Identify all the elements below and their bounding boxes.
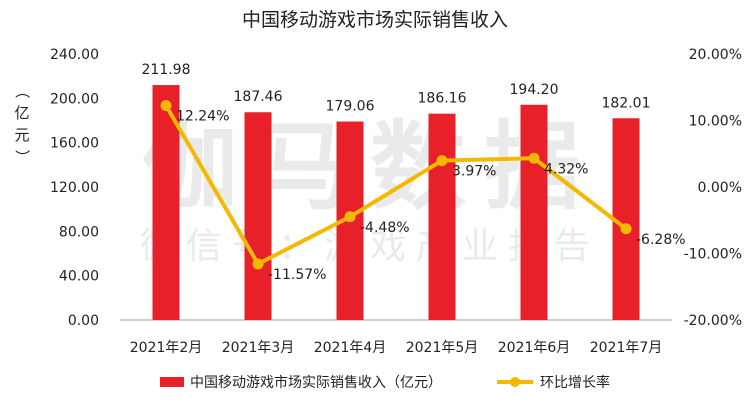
- right-y-axis-ticks: -20.00% -10.00% 0.00% 10.00% 20.00%: [684, 47, 742, 329]
- bar-value-label: 179.06: [326, 99, 375, 115]
- right-y-tick-label: 20.00%: [689, 47, 742, 63]
- growth-rate-point: [436, 155, 448, 167]
- x-tick-label: 2021年6月: [498, 340, 571, 356]
- x-tick-label: 2021年2月: [130, 340, 203, 356]
- growth-rate-line: [164, 104, 628, 266]
- growth-rate-point: [620, 223, 632, 235]
- legend-line-label: 环比增长率: [540, 374, 610, 391]
- bar-value-label: 211.98: [142, 62, 191, 78]
- legend-line-marker: [510, 377, 520, 387]
- right-y-tick-label: -20.00%: [684, 313, 742, 329]
- growth-rate-label: -6.28%: [636, 232, 686, 248]
- left-y-tick-label: 40.00: [59, 269, 99, 285]
- bar-value-label: 187.46: [234, 89, 283, 105]
- legend: 中国移动游戏市场实际销售收入（亿元） 环比增长率: [160, 374, 610, 391]
- growth-rate-label: 4.32%: [544, 161, 588, 177]
- left-y-axis-label-char: 元: [14, 126, 29, 144]
- growth-rate-point: [160, 100, 172, 112]
- x-tick-label: 2021年7月: [590, 340, 663, 356]
- bar: [612, 118, 640, 320]
- bar: [520, 104, 548, 321]
- bar-value-label: 186.16: [418, 91, 467, 107]
- right-y-tick-label: -10.00%: [684, 247, 742, 263]
- bar: [428, 113, 456, 320]
- bar-value-label: 194.20: [510, 82, 559, 98]
- growth-rate-point: [528, 152, 540, 164]
- bar-value-label: 182.01: [602, 95, 651, 111]
- line-series: 12.24% -11.57% -4.48% 3.97% 4.32% -6.28%: [160, 100, 686, 283]
- x-tick-label: 2021年3月: [222, 340, 295, 356]
- growth-rate-label: 3.97%: [452, 164, 496, 180]
- left-y-tick-label: 120.00: [50, 180, 99, 196]
- x-tick-label: 2021年5月: [406, 340, 479, 356]
- bar-series: 211.98 187.46 179.06 186.16 194.20 182.01: [142, 62, 651, 321]
- left-y-axis-ticks: 0.00 40.00 80.00 120.00 160.00 200.00 240.00: [50, 47, 99, 329]
- growth-rate-point: [252, 258, 264, 270]
- watermark-subtext: 微信号：游戏产业报告: [140, 226, 600, 267]
- left-y-tick-label: 200.00: [50, 91, 99, 107]
- x-axis-tick-labels: 2021年2月 2021年3月 2021年4月 2021年5月 2021年6月 2021年…: [130, 340, 663, 356]
- left-y-axis-label-char: 亿: [14, 104, 29, 122]
- left-y-axis-label-char: （: [13, 83, 31, 98]
- growth-rate-label: -11.57%: [268, 267, 326, 283]
- legend-bar-swatch: [160, 377, 184, 387]
- right-y-tick-label: 0.00%: [698, 180, 742, 196]
- right-y-tick-label: 10.00%: [689, 114, 742, 130]
- left-y-tick-label: 80.00: [59, 224, 99, 240]
- left-y-tick-label: 160.00: [50, 136, 99, 152]
- legend-bar-label: 中国移动游戏市场实际销售收入（亿元）: [190, 374, 442, 391]
- left-y-tick-label: 0.00: [68, 313, 99, 329]
- left-y-axis-label-char: ）: [13, 149, 31, 164]
- left-y-tick-label: 240.00: [50, 47, 99, 63]
- left-y-axis-label: （ 亿元 ）: [13, 83, 31, 164]
- bar: [244, 112, 272, 320]
- chart-title: 中国移动游戏市场实际销售收入: [242, 9, 508, 31]
- growth-rate-label: -4.48%: [360, 220, 410, 236]
- growth-rate-label: 12.24%: [176, 109, 229, 125]
- growth-rate-point: [344, 211, 356, 223]
- x-tick-label: 2021年4月: [314, 340, 387, 356]
